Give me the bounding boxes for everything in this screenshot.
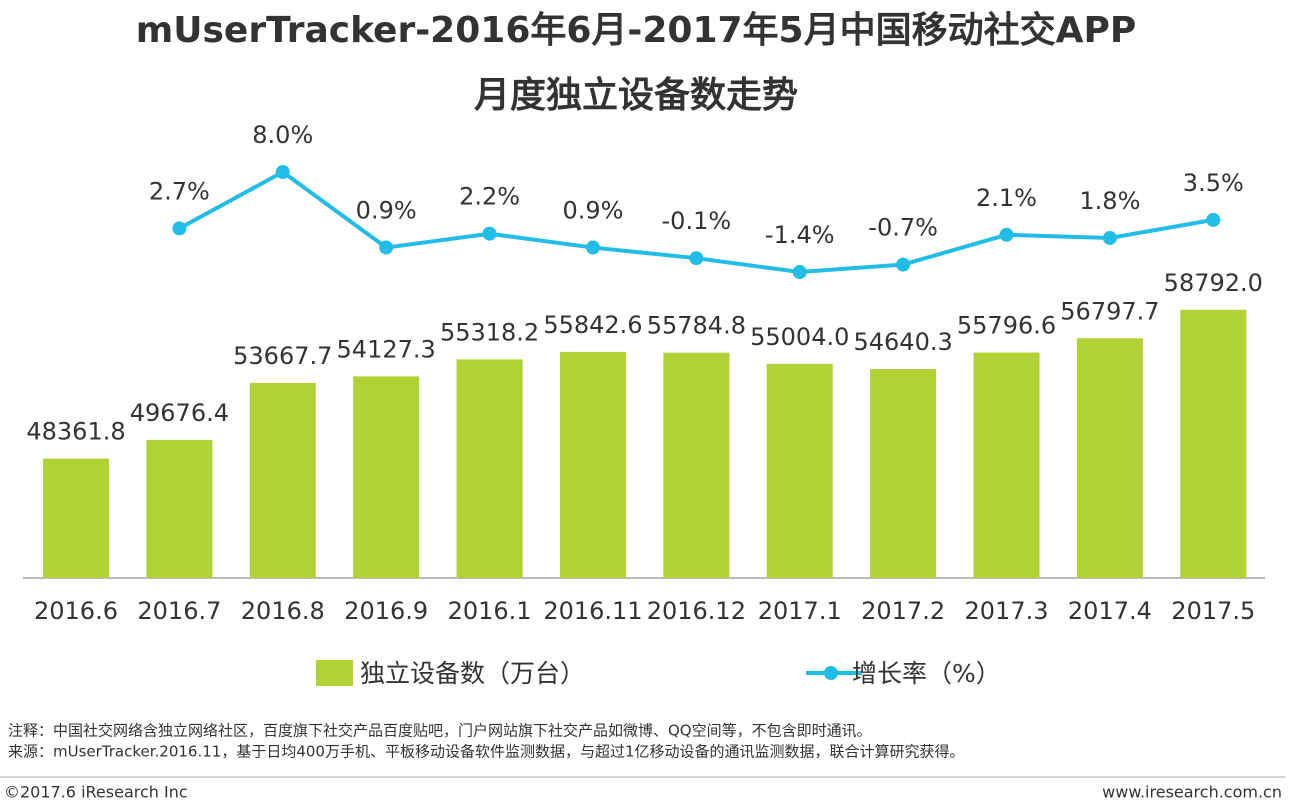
footer-right: www.iresearch.com.cn — [1102, 783, 1282, 802]
line-point — [999, 227, 1014, 242]
x-tick-label: 2016.9 — [344, 597, 428, 625]
line-point — [275, 165, 290, 180]
bar — [663, 352, 730, 578]
bar — [353, 376, 420, 578]
legend-label: 独立设备数（万台） — [360, 659, 585, 688]
line-point — [792, 265, 807, 280]
x-tick-label: 2017.5 — [1171, 597, 1255, 625]
x-tick-label: 2017.4 — [1068, 597, 1152, 625]
data-label: 0.9% — [356, 197, 417, 225]
chart-title: 月度独立设备数走势 — [474, 75, 798, 116]
data-label: 2.1% — [976, 184, 1037, 212]
data-label: 58792.0 — [1164, 269, 1263, 297]
footer-left: ©2017.6 iResearch Inc — [4, 783, 188, 802]
data-label: 1.8% — [1079, 187, 1140, 215]
x-tick-label: 2016.6 — [34, 597, 118, 625]
bar — [146, 439, 213, 578]
line-point — [172, 221, 187, 236]
line-point — [1102, 230, 1117, 245]
data-label: 55796.6 — [957, 312, 1056, 340]
data-label: 54640.3 — [854, 328, 953, 356]
data-label: 54127.3 — [337, 335, 436, 363]
data-label: -0.1% — [662, 207, 732, 235]
bar — [1180, 309, 1247, 578]
line-point — [896, 257, 911, 272]
line-point — [689, 251, 704, 266]
line-point — [482, 226, 497, 241]
data-label: -0.7% — [868, 214, 938, 242]
line-point — [379, 240, 394, 255]
chart-title: mUserTracker-2016年6月-2017年5月中国移动社交APP — [136, 9, 1136, 51]
x-tick-label: 2016.8 — [241, 597, 325, 625]
data-label: 55318.2 — [440, 318, 539, 346]
data-label: 2.7% — [149, 177, 210, 205]
x-tick-label: 2017.2 — [861, 597, 945, 625]
legend-label: 增长率（%） — [852, 659, 1001, 688]
data-label: 48361.8 — [26, 418, 125, 446]
data-label: 8.0% — [252, 121, 313, 149]
bar — [973, 352, 1040, 578]
line-point — [1206, 212, 1221, 227]
data-label: 3.5% — [1183, 169, 1244, 197]
bar — [1076, 338, 1143, 578]
x-tick-label: 2016.11 — [543, 597, 642, 625]
x-tick-label: 2016.12 — [647, 597, 746, 625]
data-label: 56797.7 — [1060, 297, 1159, 325]
data-label: 53667.7 — [233, 342, 332, 370]
x-tick-label: 2016.1 — [448, 597, 532, 625]
note: 来源：mUserTracker.2016.11，基于日均400万手机、平板移动设… — [8, 743, 965, 761]
data-label: 55004.0 — [750, 323, 849, 351]
x-tick-label: 2016.7 — [137, 597, 221, 625]
bar — [870, 369, 937, 578]
note: 注释：中国社交网络含独立网络社区，百度旗下社交产品百度贴吧，门户网站旗下社交产品… — [8, 722, 872, 740]
data-label: 0.9% — [562, 197, 623, 225]
x-tick-label: 2017.3 — [965, 597, 1049, 625]
bar — [249, 382, 316, 578]
x-tick-label: 2017.1 — [758, 597, 842, 625]
data-label: 55842.6 — [543, 311, 642, 339]
data-label: 49676.4 — [130, 399, 229, 427]
bar — [456, 359, 523, 578]
data-label: -1.4% — [765, 221, 835, 249]
legend-swatch — [824, 666, 838, 680]
bar — [766, 363, 833, 578]
data-label: 55784.8 — [647, 312, 746, 340]
legend-swatch — [316, 660, 353, 686]
line-point — [585, 240, 600, 255]
data-label: 2.2% — [459, 183, 520, 211]
bar — [42, 458, 109, 578]
bar — [559, 351, 626, 578]
